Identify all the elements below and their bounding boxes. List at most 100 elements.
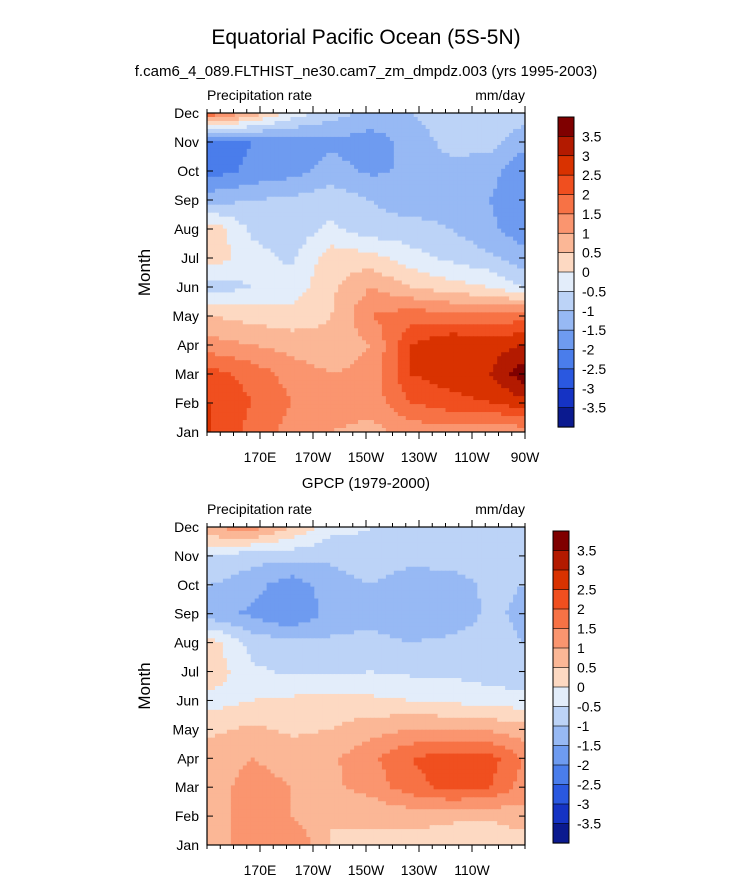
contour-cell (346, 200, 351, 206)
contour-cell (489, 156, 494, 162)
contour-cell (207, 300, 212, 305)
contour-cell (207, 304, 212, 309)
contour-cell (346, 180, 351, 186)
contour-cell (338, 156, 343, 162)
contour-cell (258, 304, 264, 309)
contour-cell (389, 136, 395, 142)
contour-cell (354, 168, 359, 174)
contour-cell (254, 172, 260, 178)
contour-cell (433, 113, 439, 118)
contour-cell (441, 176, 447, 182)
contour-cell (425, 224, 431, 230)
contour-cell (489, 340, 494, 345)
contour-cell (366, 188, 371, 194)
contour-cell (262, 336, 268, 341)
contour-cell (334, 356, 339, 361)
contour-cell (481, 264, 486, 270)
contour-cell (417, 292, 423, 298)
contour-cell (302, 236, 307, 242)
contour-cell (294, 152, 300, 158)
contour-cell (318, 332, 323, 337)
contour-cell (366, 268, 371, 274)
contour-cell (461, 276, 466, 282)
contour-cell (505, 336, 510, 341)
contour-cell (322, 113, 327, 118)
contour-cell (417, 216, 423, 222)
contour-cell (369, 312, 375, 317)
contour-cell (258, 296, 264, 302)
contour-cell (290, 156, 296, 162)
contour-cell (489, 240, 494, 246)
contour-cell (306, 328, 311, 333)
contour-cell (449, 240, 455, 246)
contour-cell (385, 348, 391, 353)
contour-cell (477, 113, 482, 118)
contour-cell (513, 120, 518, 126)
contour-cell (246, 264, 252, 270)
contour-cell (381, 268, 387, 274)
contour-cell (413, 288, 419, 294)
contour-cell (302, 124, 307, 130)
contour-cell (497, 316, 502, 321)
contour-cell (226, 148, 232, 154)
contour-cell (521, 268, 525, 274)
contour-cell (373, 113, 379, 118)
contour-cell (377, 228, 383, 234)
contour-cell (342, 132, 347, 138)
contour-cell (457, 184, 463, 190)
contour-cell (417, 312, 423, 317)
contour-cell (449, 224, 455, 230)
contour-cell (501, 348, 506, 353)
contour-cell (362, 148, 367, 154)
contour-cell (210, 248, 216, 254)
contour-cell (326, 260, 331, 266)
contour-cell (477, 124, 482, 130)
contour-cell (222, 136, 228, 142)
contour-cell (366, 300, 371, 305)
contour-cell (306, 356, 311, 361)
contour-cell (282, 240, 288, 246)
contour-cell (433, 152, 439, 158)
contour-cell (453, 284, 459, 290)
contour-cell (393, 140, 399, 146)
contour-cell (234, 324, 240, 329)
contour-cell (413, 228, 419, 234)
contour-cell (342, 240, 347, 246)
contour-cell (401, 244, 407, 250)
contour-cell (346, 204, 351, 210)
contour-cell (226, 196, 232, 202)
contour-cell (429, 176, 435, 182)
contour-cell (481, 236, 486, 242)
contour-cell (517, 136, 522, 142)
contour-cell (310, 320, 315, 325)
contour-cell (409, 264, 415, 270)
contour-cell (461, 140, 466, 146)
contour-cell (222, 348, 228, 353)
contour-cell (461, 304, 466, 309)
contour-cell (310, 356, 315, 361)
contour-cell (210, 292, 216, 298)
contour-cell (282, 344, 288, 349)
contour-cell (326, 228, 331, 234)
contour-cell (210, 256, 216, 262)
contour-cell (266, 268, 272, 274)
contour-cell (425, 208, 431, 214)
contour-cell (489, 236, 494, 242)
contour-cell (457, 240, 463, 246)
contour-cell (465, 136, 470, 142)
contour-cell (393, 188, 399, 194)
contour-cell (314, 296, 319, 302)
contour-cell (210, 172, 216, 178)
contour-cell (457, 208, 463, 214)
contour-cell (377, 336, 383, 341)
contour-cell (270, 328, 276, 333)
contour-cell (465, 196, 470, 202)
contour-cell (274, 336, 280, 341)
contour-cell (214, 272, 220, 278)
contour-cell (366, 320, 371, 325)
contour-cell (373, 184, 379, 190)
contour-cell (373, 168, 379, 174)
contour-cell (234, 120, 240, 126)
contour-cell (441, 284, 447, 290)
contour-cell (489, 220, 494, 226)
